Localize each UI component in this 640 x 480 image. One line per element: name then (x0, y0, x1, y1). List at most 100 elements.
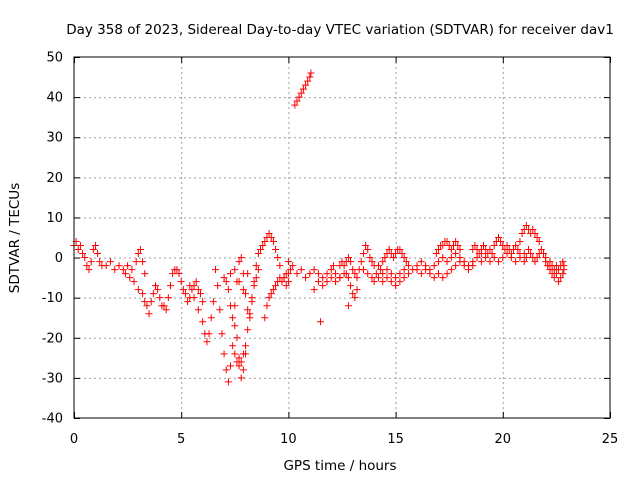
data-point (527, 250, 535, 258)
data-point (218, 330, 226, 338)
data-point (454, 242, 462, 250)
data-point (460, 262, 468, 270)
data-point (269, 238, 277, 246)
data-point (237, 254, 245, 262)
data-point (336, 274, 344, 282)
x-tick-label: 25 (602, 432, 619, 447)
data-point (486, 246, 494, 254)
data-point (231, 266, 239, 274)
data-point (535, 238, 543, 246)
data-point (372, 270, 380, 278)
data-point (284, 270, 292, 278)
data-point (190, 294, 198, 302)
data-point (439, 242, 447, 250)
data-point (205, 330, 213, 338)
data-point (495, 258, 503, 266)
data-point (480, 242, 488, 250)
data-point (192, 278, 200, 286)
data-point (280, 274, 288, 282)
data-point (81, 254, 89, 262)
data-point (432, 250, 440, 258)
data-point (278, 278, 286, 286)
data-point (344, 274, 352, 282)
data-point (220, 350, 228, 358)
data-point (184, 298, 192, 306)
data-point (443, 270, 451, 278)
data-point (242, 290, 250, 298)
data-point (473, 254, 481, 262)
chart-title: Day 358 of 2023, Sidereal Day-to-day VTE… (66, 22, 614, 38)
data-point (242, 342, 250, 350)
data-point (257, 246, 265, 254)
data-point (235, 258, 243, 266)
y-tick-label: -30 (42, 371, 63, 386)
data-point (216, 306, 224, 314)
data-point (297, 89, 305, 97)
data-point (96, 258, 104, 266)
data-point (284, 258, 292, 266)
data-point (239, 286, 247, 294)
data-point (267, 234, 275, 241)
data-point (222, 278, 230, 286)
data-point (552, 270, 560, 278)
data-point (387, 270, 395, 278)
data-point (83, 262, 91, 270)
data-point (507, 254, 515, 262)
data-point (134, 250, 142, 258)
y-tick-label: 30 (46, 131, 63, 146)
data-point (525, 246, 533, 254)
data-point (317, 318, 325, 326)
data-point (293, 270, 301, 278)
data-point (282, 282, 290, 290)
data-point (94, 250, 102, 258)
data-point (518, 229, 526, 237)
data-point (383, 266, 391, 274)
data-point (555, 266, 563, 274)
data-point (229, 342, 237, 350)
data-point (400, 274, 408, 282)
data-point (439, 274, 447, 282)
y-tick-label: -40 (42, 412, 63, 427)
data-point (400, 266, 408, 274)
data-point (212, 266, 220, 274)
data-point (224, 286, 232, 294)
data-point (533, 254, 541, 262)
y-axis-label: SDTVAR / TECUs (7, 183, 23, 293)
data-point (233, 334, 241, 342)
data-point (310, 286, 318, 294)
data-point (377, 266, 385, 274)
data-point (362, 242, 370, 250)
data-point (560, 262, 568, 270)
data-point (396, 270, 404, 278)
data-point (550, 274, 558, 282)
data-point (522, 221, 530, 229)
data-point (490, 254, 498, 262)
data-point (239, 350, 247, 358)
data-point (254, 250, 262, 258)
data-point (434, 246, 442, 254)
data-point (181, 290, 189, 298)
y-tick-label: -20 (42, 331, 63, 346)
x-tick-label: 10 (280, 432, 297, 447)
data-point (327, 266, 335, 274)
plot-frame (73, 56, 611, 419)
data-point (475, 250, 483, 258)
data-point (244, 270, 252, 278)
data-point (443, 258, 451, 266)
data-point (194, 306, 202, 314)
data-point (250, 282, 258, 290)
data-point (261, 238, 269, 246)
data-point (89, 246, 97, 254)
data-point (392, 274, 400, 282)
data-point (379, 278, 387, 286)
data-point (199, 298, 207, 306)
data-point (91, 242, 99, 250)
data-point (329, 262, 337, 270)
data-point (351, 294, 359, 302)
data-point (340, 262, 348, 270)
y-tick-label: 10 (46, 211, 63, 226)
data-point (128, 266, 136, 274)
data-point (160, 302, 168, 310)
data-point (111, 266, 119, 274)
data-point (186, 282, 194, 290)
